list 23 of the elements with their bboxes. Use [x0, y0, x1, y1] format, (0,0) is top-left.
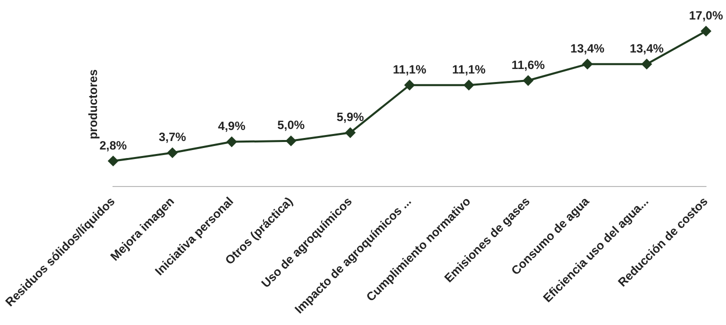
data-label: 5,9% — [336, 110, 364, 124]
data-label: 13,4% — [570, 41, 605, 56]
point — [582, 59, 592, 70]
point — [404, 80, 415, 90]
point — [523, 76, 534, 86]
data-label: 13,4% — [630, 41, 664, 56]
point — [642, 59, 652, 70]
point — [286, 136, 296, 146]
y-axis-title: productores — [86, 68, 100, 140]
data-label: 2,8% — [99, 138, 128, 152]
point — [345, 128, 356, 138]
point — [464, 80, 474, 90]
data-label: 3,7% — [158, 130, 186, 144]
data-label: 11,1% — [452, 62, 486, 76]
data-label: 11,6% — [511, 58, 546, 72]
point — [701, 26, 711, 36]
point — [226, 136, 237, 147]
data-label: 5,0% — [277, 118, 305, 132]
point — [167, 148, 178, 158]
data-label: 17,0% — [688, 8, 724, 22]
data-label: 4,9% — [218, 119, 246, 134]
data-label: 11,1% — [392, 62, 427, 76]
point — [108, 156, 118, 166]
